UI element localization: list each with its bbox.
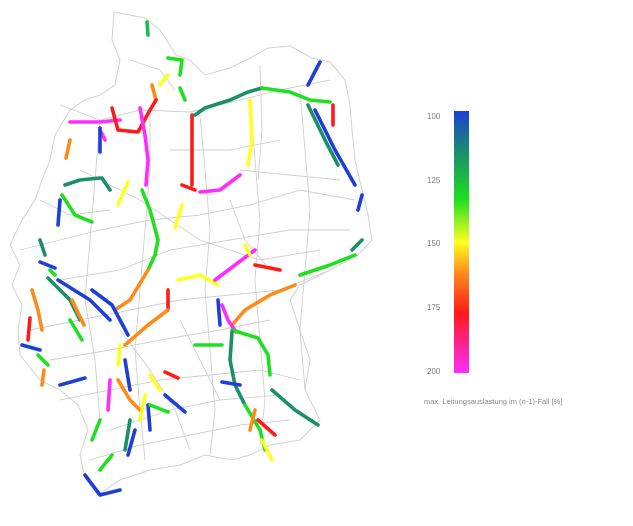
country-border xyxy=(9,11,373,496)
legend-tick-150: 150 xyxy=(427,239,441,248)
grid-network xyxy=(19,59,356,461)
legend-tick-200: 200 xyxy=(427,367,441,376)
legend-ticks: 100 125 150 175 200 xyxy=(427,112,441,376)
legend-colorbar xyxy=(454,111,469,373)
legend-tick-125: 125 xyxy=(427,176,441,185)
legend-tick-100: 100 xyxy=(427,112,441,121)
legend-tick-175: 175 xyxy=(427,303,441,312)
legend-title: max. Leitungsauslastung im (n-1)-Fall [%… xyxy=(424,397,563,406)
loaded-lines xyxy=(20,20,364,497)
